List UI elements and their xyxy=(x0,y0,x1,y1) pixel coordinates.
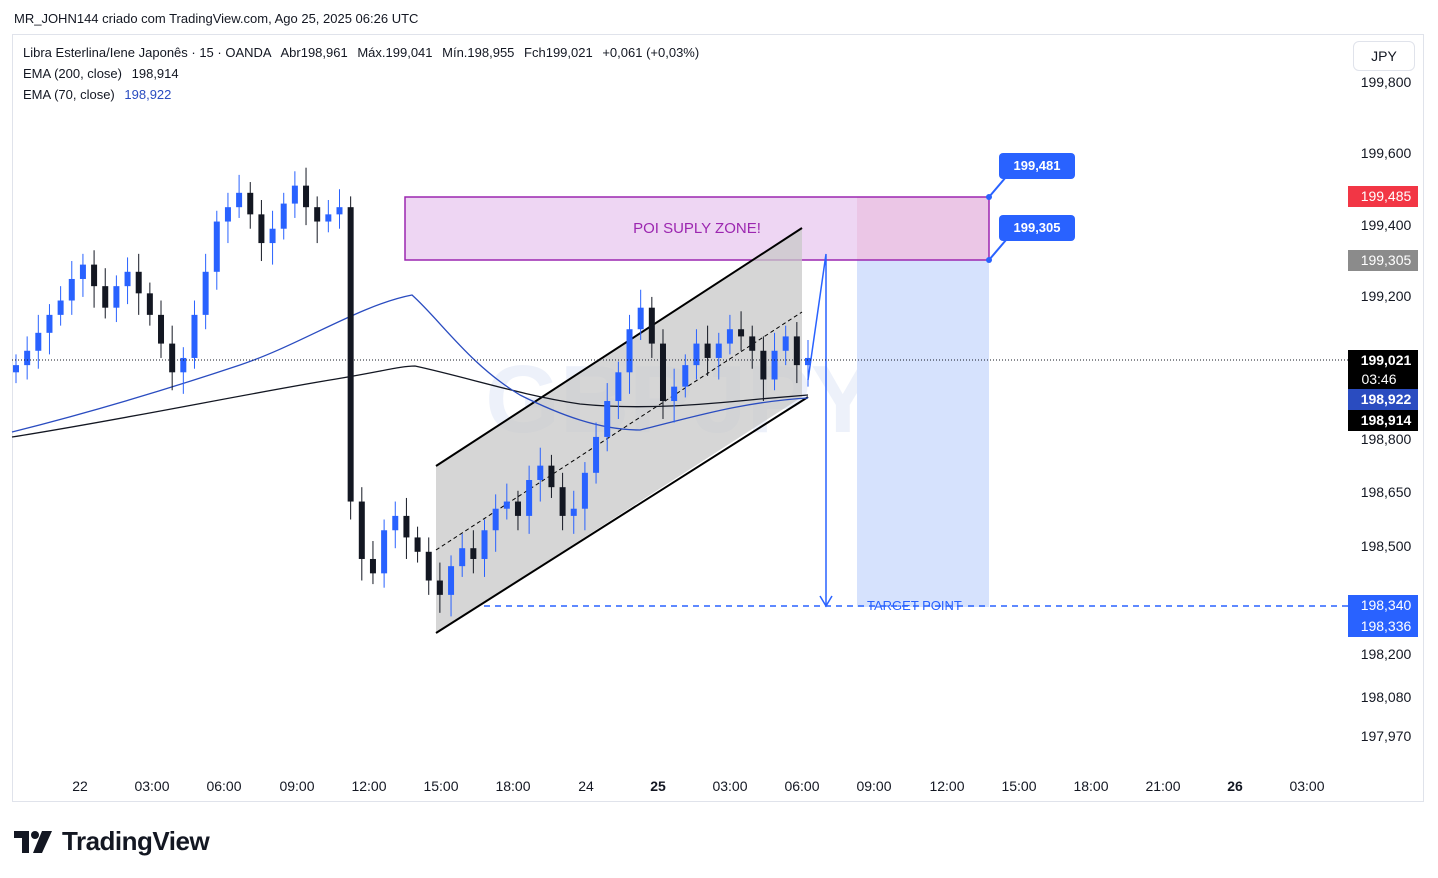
ohlc-close: Fch199,021 xyxy=(524,45,593,60)
chart-frame[interactable] xyxy=(12,34,1424,802)
ohlc-change: +0,061 (+0,03%) xyxy=(602,45,700,60)
tradingview-logo-icon xyxy=(14,830,52,853)
symbol-legend[interactable]: Libra Esterlina/Iene Japonês · 15 · OAND… xyxy=(23,45,699,60)
ohlc-open: Abr198,961 xyxy=(280,45,348,60)
tradingview-logo[interactable]: TradingView xyxy=(14,826,210,857)
ema200-label: EMA (200, close) xyxy=(23,66,122,81)
chart-credit: MR_JOHN144 criado com TradingView.com, A… xyxy=(14,11,419,26)
currency-button[interactable]: JPY xyxy=(1353,41,1415,71)
ema200-legend[interactable]: EMA (200, close) 198,914 xyxy=(23,66,179,81)
symbol-title: Libra Esterlina/Iene Japonês · 15 · OAND… xyxy=(23,45,271,60)
ohlc-high: Máx.199,041 xyxy=(357,45,433,60)
ohlc-low: Mín.198,955 xyxy=(442,45,515,60)
ema70-value: 198,922 xyxy=(124,87,172,102)
ema70-label: EMA (70, close) xyxy=(23,87,115,102)
ema70-legend[interactable]: EMA (70, close) 198,922 xyxy=(23,87,171,102)
ema200-value: 198,914 xyxy=(131,66,179,81)
tradingview-logo-text: TradingView xyxy=(62,826,210,856)
